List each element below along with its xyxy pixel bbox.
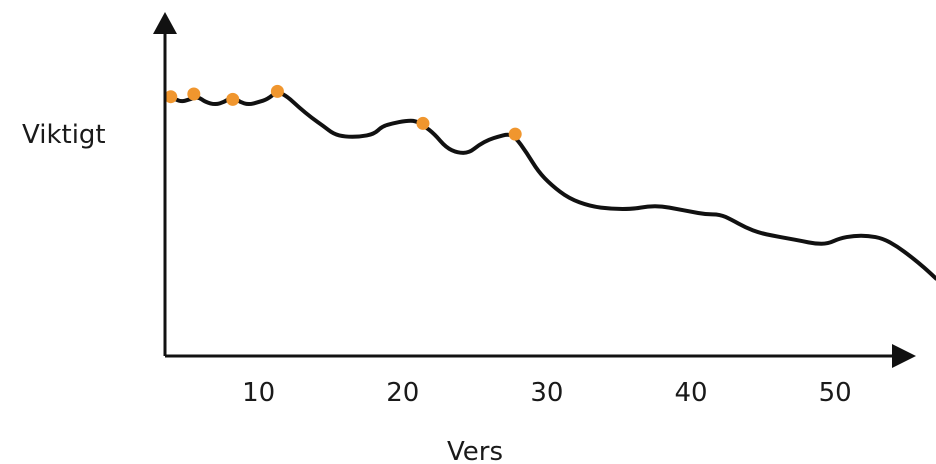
highlight-point-2 xyxy=(226,92,240,106)
highlight-point-0 xyxy=(164,90,178,104)
x-axis-arrow-icon xyxy=(892,344,916,368)
x-tick-label-0: 10 xyxy=(242,378,275,408)
highlight-point-4 xyxy=(416,116,430,130)
plot-line-layer xyxy=(168,90,936,281)
highlight-point-3 xyxy=(270,84,284,98)
marker-layer xyxy=(164,84,522,141)
y-axis-arrow-icon xyxy=(153,12,177,34)
x-axis xyxy=(165,344,916,368)
y-axis-title: Viktigt xyxy=(22,120,106,150)
x-tick-label-3: 40 xyxy=(674,378,707,408)
x-tick-label-4: 50 xyxy=(819,378,852,408)
series-line-0 xyxy=(168,90,936,281)
highlight-point-1 xyxy=(187,87,201,101)
x-tick-labels: 10 20 30 40 50 xyxy=(242,378,852,408)
highlight-point-5 xyxy=(508,127,522,141)
x-tick-label-1: 20 xyxy=(386,378,419,408)
x-axis-title: Vers xyxy=(447,437,503,464)
x-tick-label-2: 30 xyxy=(530,378,563,408)
y-axis xyxy=(153,12,177,356)
